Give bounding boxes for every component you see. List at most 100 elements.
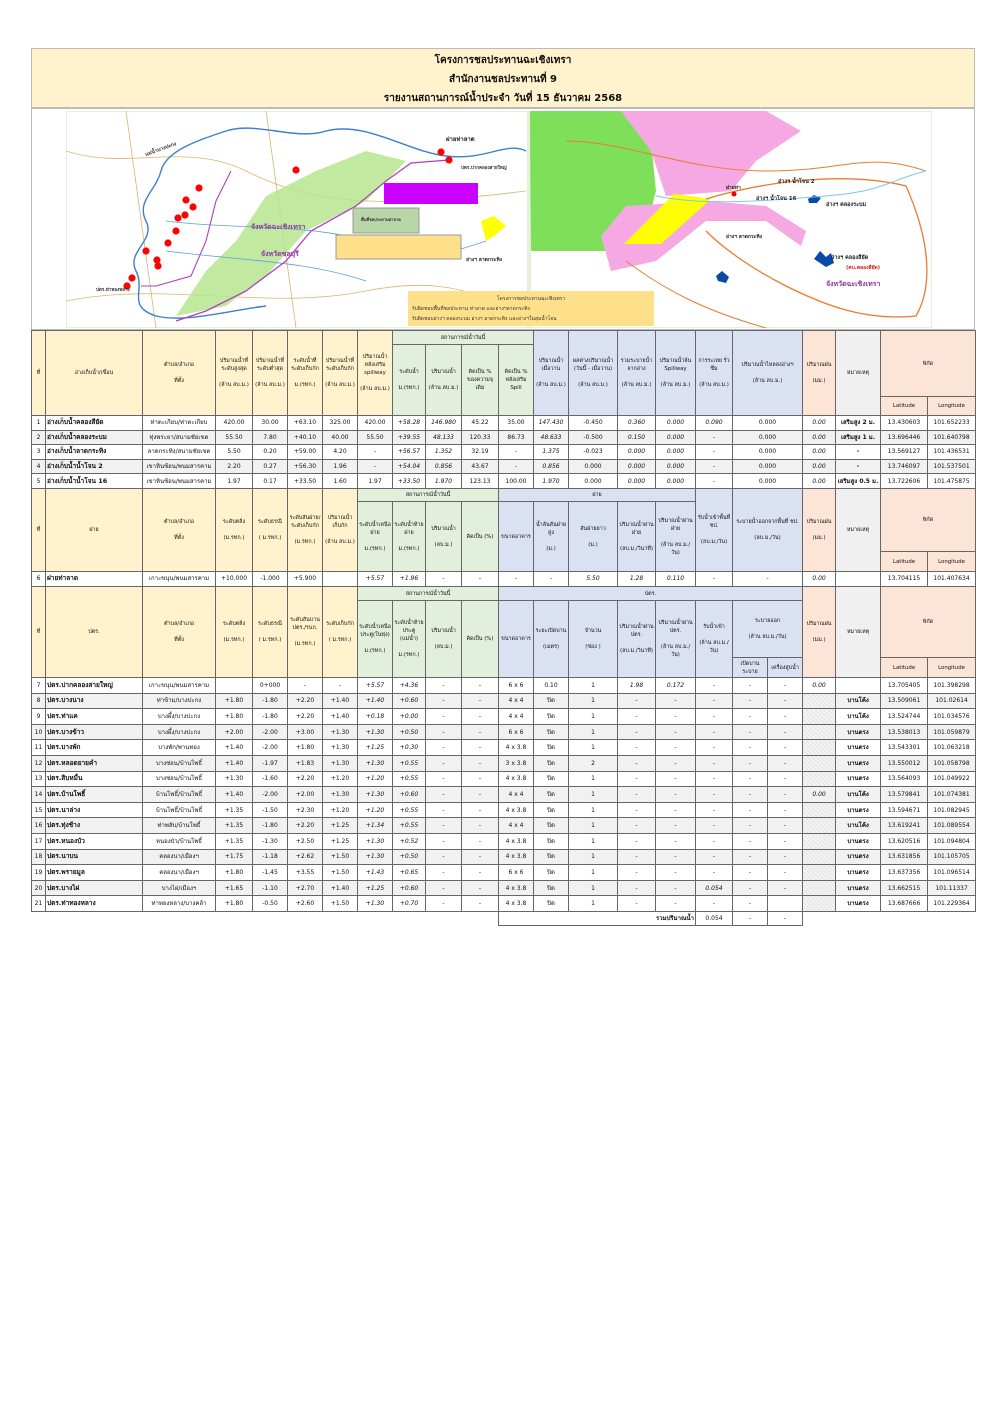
header-label: ระดับน้ำที่ระดับเก็บกัก <box>291 358 319 372</box>
header-label: ขนาดอาคาร <box>501 636 531 642</box>
header-label: ปริมาณน้ำเมื่อวาน <box>538 358 564 372</box>
data-cell: +0.50 <box>392 723 426 741</box>
data-cell: +63.10 <box>287 415 323 431</box>
row-name: ปตร.หนองบัว <box>45 832 143 850</box>
data-cell: ปิด <box>533 895 569 912</box>
header-label: ปริมาณน้ำผ่าน ปตร. <box>619 624 654 638</box>
data-cell: 4 x 3.8 <box>498 770 534 788</box>
data-cell: - <box>357 458 393 475</box>
data-cell: ปิด <box>533 754 569 772</box>
report-title-box: โครงการชลประทานฉะเชิงเทรา สำนักงานชลประท… <box>31 48 975 108</box>
header-label: ระบายน้ำออกจากพื้นที่ ชป. <box>736 519 799 525</box>
table-row: 20 ปตร.บางไผ่ บางไผ่/เมืองฯ +1.65 -1.10 +2.70… <box>31 879 977 897</box>
table-row: 6 ฝายท่าลาด เกาะขนุน/พนมสารคาม +10.000 -1.00… <box>31 571 977 587</box>
data-cell <box>802 864 837 881</box>
data-cell: - <box>425 864 462 881</box>
data-cell: 1 <box>568 677 618 694</box>
header-unit: (มม.) <box>812 637 826 643</box>
data-cell: +0.55 <box>392 801 426 819</box>
column-header: ฝาย <box>45 488 143 572</box>
data-cell: +33.50 <box>287 473 323 489</box>
data-cell: 1 <box>568 817 618 834</box>
data-cell: - <box>617 817 656 834</box>
data-cell: - <box>766 770 804 788</box>
data-cell: - <box>766 801 804 819</box>
column-header: ปริมาณน้ำผ่านฝาย (ลบ.ม./วินาที) <box>617 501 656 572</box>
data-cell: 1 <box>568 895 618 912</box>
data-cell: - <box>732 770 768 788</box>
data-cell: +56.57 <box>392 444 426 460</box>
column-header: ระยะเปิดบาน (เมตร) <box>533 600 569 678</box>
data-cell: 0.20 <box>252 444 288 460</box>
data-cell: 101.049922 <box>927 770 977 788</box>
data-cell: 13.722606 <box>880 473 929 489</box>
data-cell: 5.50 <box>568 571 618 587</box>
data-cell: - <box>695 429 733 446</box>
column-header: สถานการณ์น้ำวันนี้ <box>357 586 499 601</box>
project-name: โครงการชลประทานฉะเชิงเทรา <box>434 55 572 66</box>
row-name: ปตร.นาล่าง <box>45 801 143 819</box>
data-cell: ปิด <box>533 864 569 881</box>
data-cell: 1.96 <box>322 458 358 475</box>
row-name: ปตร.สิบหมื่น <box>45 770 143 788</box>
header-label: ระดับน้ำเหนือประตู(ในทุ่ง) <box>359 624 391 638</box>
data-cell: บานตรง <box>835 864 882 881</box>
column-header: ระดับน้ำเหนือประตู(ในทุ่ง) ม.(รทก.) <box>357 600 393 678</box>
data-cell: 0.10 <box>533 677 569 694</box>
column-header: ระดับตลิ่ง (ม.รทก.) <box>215 488 253 572</box>
column-header: Latitude <box>880 396 929 416</box>
data-cell <box>802 708 837 725</box>
legend-line-1: โครงการชลประทานฉะเชิงเทรา <box>497 295 566 302</box>
data-cell: - <box>766 708 804 725</box>
data-cell <box>802 879 837 897</box>
column-header: สันฝายยาว (ม.) <box>568 501 618 572</box>
data-cell: 5.50 <box>215 444 253 460</box>
header-label: คิดเป็น % หลังเสริม Spill <box>504 369 528 391</box>
data-cell: +1.80 <box>215 692 253 710</box>
header-label: ขนาดอาคาร <box>501 533 531 540</box>
data-cell: - <box>425 723 462 741</box>
column-header: พิกัด <box>880 330 977 397</box>
data-cell: 1.352 <box>425 444 462 460</box>
column-header: ปตร. <box>45 586 143 678</box>
data-cell: 120.33 <box>461 429 499 446</box>
column-header: ที่ <box>31 330 46 416</box>
data-cell: - <box>461 723 499 741</box>
data-cell: +1.25 <box>357 879 393 897</box>
row-number: 12 <box>31 754 46 772</box>
data-cell: - <box>695 754 733 772</box>
column-header: คิดเป็น % หลังเสริม Spill <box>498 344 534 416</box>
row-location: บางซ่อน/บ้านโพธิ์ <box>142 770 216 788</box>
report-date-title: รายงานสถานการณ์น้ำประจำ วันที่ 15 ธันวาค… <box>383 93 623 104</box>
row-number: 5 <box>31 473 46 489</box>
data-cell: - <box>695 692 733 710</box>
column-header: หมายเหตุ <box>835 586 882 678</box>
legend-line-3: รับผิดชอบอ่างฯ คลองระบม อ่างฯ ลาดกระทิง … <box>412 313 557 322</box>
data-cell: +1.20 <box>357 801 393 819</box>
row-name: ปตร.ท่าทองหลาง <box>45 895 143 912</box>
data-cell: 13.594671 <box>880 801 929 819</box>
header-unit: (ม.) <box>546 545 556 552</box>
data-cell: 4.20 <box>322 444 358 460</box>
data-cell: - <box>766 832 804 850</box>
header-unit: (ล้าน ลบ.ม./วัน) <box>660 644 691 658</box>
header-row: ที่ อ่างเก็บน้ำ/เขื่อน ตำบล/อำเภอ ที่ตั้ง ปร… <box>31 330 977 416</box>
data-cell: 0.000 <box>655 415 696 431</box>
row-location: บ้านโพธิ์/บ้านโพธิ์ <box>142 801 216 819</box>
column-header: ระดับเก็บกัก ( ม.รทก.) <box>322 586 358 678</box>
row-location: คลองนา/เมืองฯ <box>142 848 216 866</box>
column-header: ปริมาณน้ำล้น Spillway (ล้าน ลบ.ม.) <box>655 330 696 416</box>
data-cell: +1.20 <box>357 770 393 788</box>
data-cell <box>802 817 837 834</box>
data-cell: 13.543301 <box>880 739 929 756</box>
row-location: บางซ่อน/บ้านโพธิ์ <box>142 754 216 772</box>
map-label: อ่างฯ น้ำโจน 16 <box>756 193 797 202</box>
data-cell: - <box>617 786 656 803</box>
data-cell: 147.430 <box>533 415 569 431</box>
data-cell: +1.25 <box>357 739 393 756</box>
row-number: 2 <box>31 429 46 446</box>
header-label: ปริมาณน้ำไหลลงอ่างฯ <box>741 362 794 368</box>
column-header: ระดับตลิ่ง (ม.รทก.) <box>215 586 253 678</box>
data-cell: 0.000 <box>655 473 696 489</box>
header-label: ปริมาณน้ำที่ระดับเก็บกัก <box>325 358 355 372</box>
